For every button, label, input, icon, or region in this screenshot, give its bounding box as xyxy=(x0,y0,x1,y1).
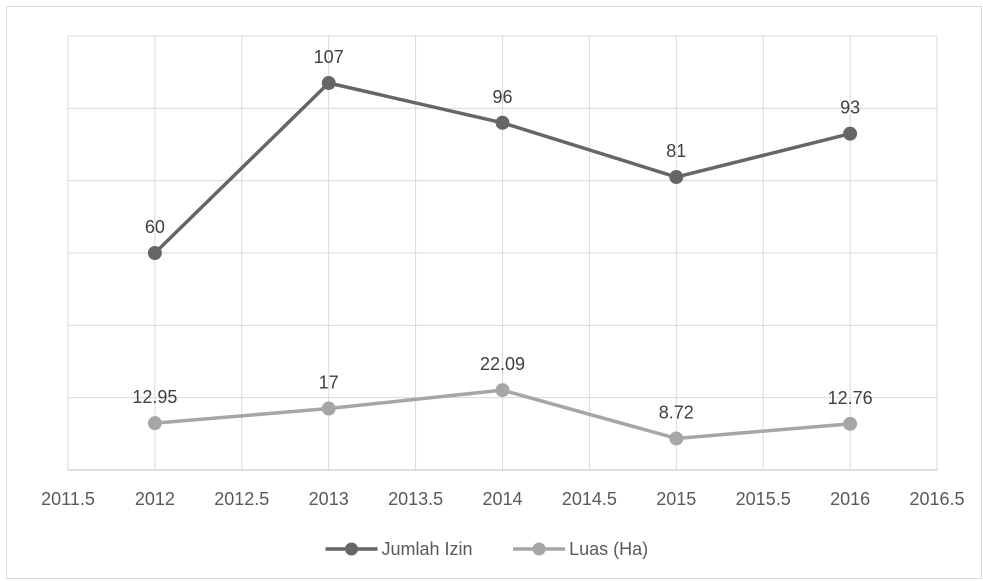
x-tick-label: 2015 xyxy=(656,489,696,509)
data-label: 93 xyxy=(840,98,860,118)
data-label: 12.95 xyxy=(132,387,177,407)
data-label: 8.72 xyxy=(659,402,694,422)
data-label: 107 xyxy=(314,47,344,67)
data-point xyxy=(321,401,336,416)
data-point xyxy=(843,416,858,431)
chart-frame xyxy=(6,6,982,579)
legend-marker xyxy=(532,542,546,556)
x-tick-label: 2011.5 xyxy=(41,489,95,509)
x-tick-label: 2014.5 xyxy=(562,489,617,509)
series-layer xyxy=(147,76,858,446)
data-point xyxy=(147,416,162,431)
x-axis: 2011.5 2012 2012.5 2013 2013.5 2014 2014.5 2015… xyxy=(41,469,965,509)
data-label: 81 xyxy=(666,141,686,161)
x-tick-label: 2015.5 xyxy=(736,489,791,509)
x-tick-label: 2012 xyxy=(135,489,175,509)
data-label: 60 xyxy=(145,217,165,237)
x-tick-label: 2012.5 xyxy=(214,489,269,509)
x-tick-label: 2016.5 xyxy=(909,489,964,509)
data-point xyxy=(669,170,684,185)
x-tick-label: 2013.5 xyxy=(388,489,443,509)
data-point xyxy=(147,246,162,260)
legend-label: Jumlah Izin xyxy=(382,539,473,559)
legend-marker xyxy=(345,542,358,556)
data-point xyxy=(321,76,336,91)
x-tick-label: 2016 xyxy=(830,489,870,509)
data-point xyxy=(669,431,684,446)
x-tick-label: 2014 xyxy=(482,489,522,509)
data-labels: 60 107 96 81 93 12.95 17 22.09 8.72 12.76 xyxy=(132,47,872,422)
data-point xyxy=(495,115,510,130)
data-label: 22.09 xyxy=(480,354,525,374)
data-point xyxy=(843,126,858,141)
legend-label: Luas (Ha) xyxy=(569,539,648,559)
data-label: 12.76 xyxy=(828,388,873,408)
legend: Jumlah Izin Luas (Ha) xyxy=(325,539,648,559)
data-label: 96 xyxy=(492,87,512,107)
data-label: 17 xyxy=(319,373,339,393)
x-tick-label: 2013 xyxy=(309,489,349,509)
data-point xyxy=(495,383,510,398)
